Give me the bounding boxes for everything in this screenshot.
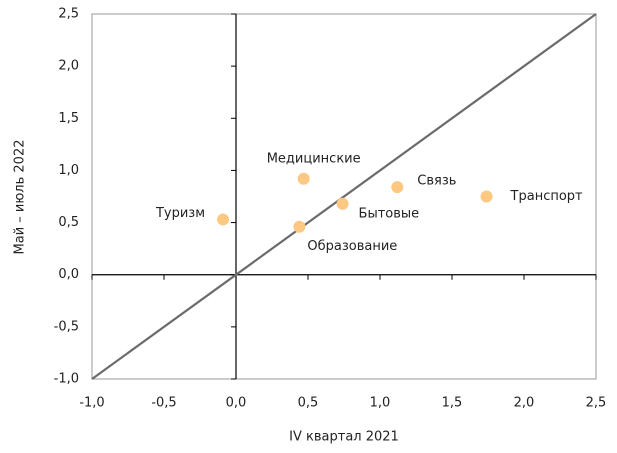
point [297,172,310,185]
y-tick-label: 2,0 [58,59,79,74]
y-axis-title: Май – июль 2022 [13,140,28,255]
y-tick-label: 0,5 [58,215,79,230]
x-tick-label: 2,5 [586,396,607,411]
x-tick-label: 0,0 [226,396,247,411]
y-tick-label: 0,0 [58,267,79,282]
point [336,197,349,210]
point-label: Связь [417,174,456,189]
x-axis-title: IV квартал 2021 [289,430,399,445]
point [480,190,493,203]
x-tick-label: 0,5 [298,396,319,411]
y-tick-label: 2,5 [58,7,79,22]
x-tick-label: -1,0 [79,396,104,411]
point-label: Образование [307,239,397,254]
y-tick-label: -0,5 [54,319,79,334]
point [293,220,306,233]
y-tick-label: 1,5 [58,111,79,126]
x-tick-label: -0,5 [151,396,176,411]
y-tick-label: 1,0 [58,163,79,178]
x-tick-label: 1,0 [370,396,391,411]
point-label: Транспорт [510,189,584,204]
point-label: Туризм [155,206,205,221]
x-tick-label: 2,0 [514,396,535,411]
point [217,213,230,226]
point-label: Бытовые [359,206,420,221]
point [391,181,404,194]
plot-frame [91,13,597,380]
point-label: Медицинские [267,151,361,166]
x-tick-label: 1,5 [442,396,463,411]
diagonal-line [91,13,597,380]
y-tick-label: -1,0 [54,372,79,387]
